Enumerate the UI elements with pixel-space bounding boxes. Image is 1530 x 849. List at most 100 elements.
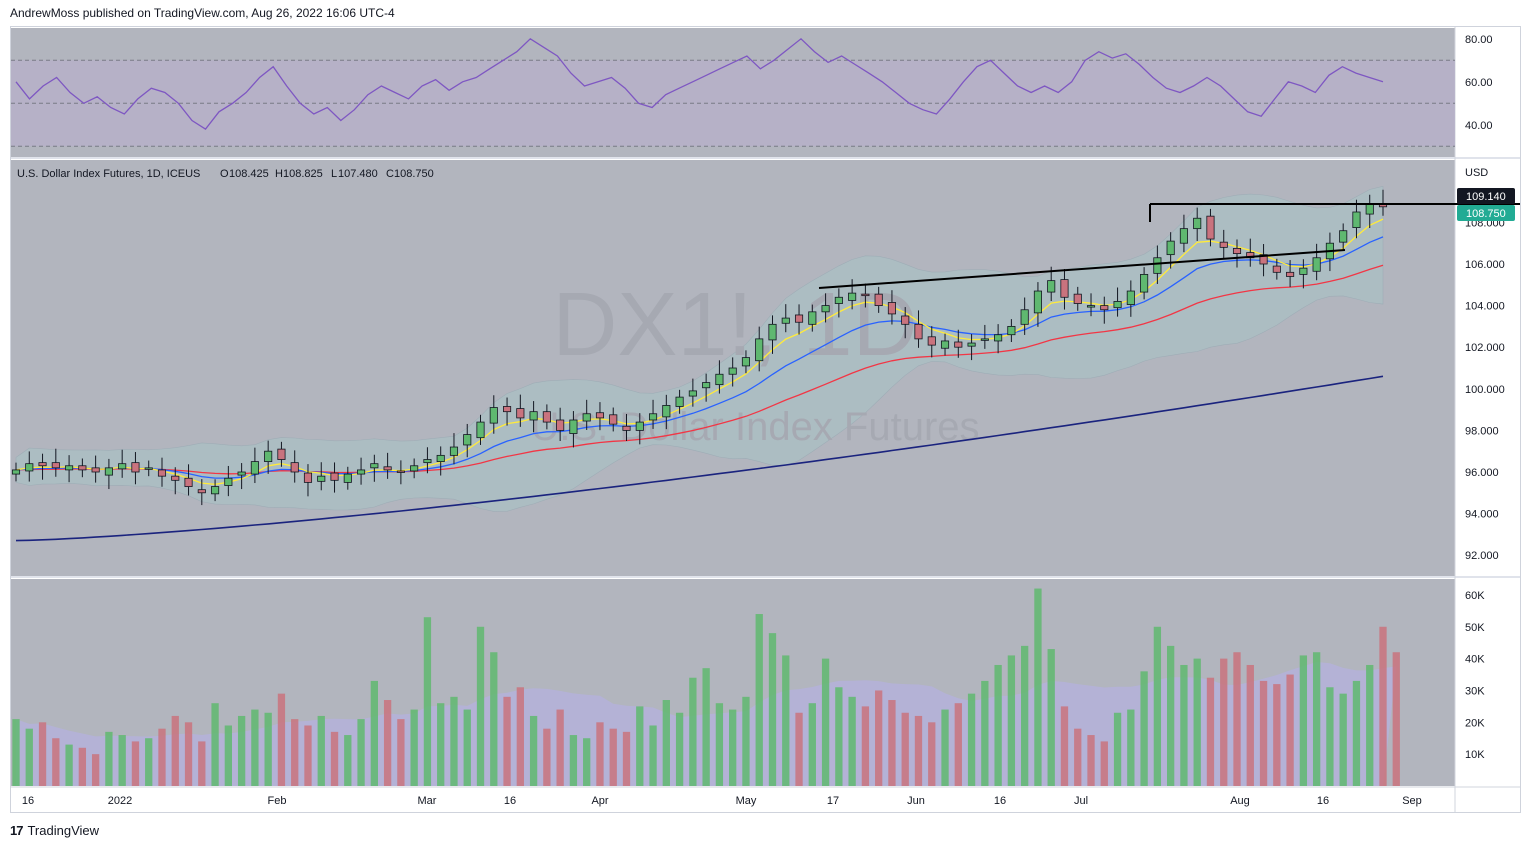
candle-body <box>303 472 313 483</box>
candle-body <box>715 373 724 386</box>
volume-bar <box>1127 709 1135 786</box>
volume-bar <box>476 626 485 786</box>
volume-bar <box>158 728 166 786</box>
tradingview-brand-label: TradingView <box>27 823 100 838</box>
candle-body <box>1007 325 1016 336</box>
price-axis-tick: 104.000 <box>1465 301 1505 313</box>
volume-bar <box>1312 652 1321 786</box>
volume-bar <box>370 680 378 786</box>
volume-bar <box>317 715 325 786</box>
candle-body <box>51 462 60 469</box>
candle-body <box>463 434 472 446</box>
candle-body <box>1312 257 1321 272</box>
price-axis-tick: 96.000 <box>1465 467 1499 479</box>
volume-bar <box>662 700 670 786</box>
candle-body <box>1153 257 1162 274</box>
candle-body <box>503 406 512 413</box>
candle-body <box>542 411 551 423</box>
candle-body <box>264 450 273 463</box>
candle-body <box>1286 271 1295 277</box>
price-axis-tick: 106.000 <box>1465 259 1505 271</box>
rsi-axis-tick: 40.00 <box>1465 120 1493 132</box>
volume-axis-tick: 20K <box>1465 717 1485 729</box>
currency-label: USD <box>1465 167 1488 179</box>
volume-bar <box>1113 712 1122 786</box>
ohlc-legend-value: C <box>386 168 394 180</box>
ma-200-line <box>15 375 1384 542</box>
candle-body <box>357 469 366 475</box>
volume-bar <box>118 735 126 786</box>
candle-body <box>529 411 538 421</box>
volume-axis-tick: 10K <box>1465 749 1485 761</box>
footer-brand[interactable]: 17 TradingView <box>10 823 99 838</box>
candle-body <box>609 414 618 425</box>
candle-body <box>104 467 113 476</box>
volume-bar <box>742 696 750 786</box>
volume-bar <box>967 693 976 786</box>
time-axis-tick: 16 <box>504 795 516 807</box>
candle-body <box>516 408 525 419</box>
candle-body <box>914 323 923 340</box>
volume-bar <box>1180 664 1188 786</box>
ohlc-legend-value: L <box>331 168 337 180</box>
volume-bar <box>450 696 458 786</box>
candle-body <box>861 293 870 297</box>
candle-body <box>78 465 87 471</box>
candle-body <box>741 357 751 367</box>
candle-body <box>1113 301 1122 309</box>
candle-body <box>38 462 47 467</box>
volume-bar <box>251 709 259 786</box>
price-axis-tick: 98.000 <box>1465 425 1499 437</box>
time-axis-tick: 16 <box>994 795 1006 807</box>
price-axis-tick: 92.000 <box>1465 550 1499 562</box>
candle-body <box>702 382 711 389</box>
volume-bar <box>914 715 923 786</box>
candle-body <box>967 342 976 347</box>
candle-body <box>662 405 671 418</box>
volume-bar <box>198 741 206 786</box>
time-axis-tick: May <box>736 795 757 807</box>
volume-bar <box>503 696 511 786</box>
candle-body <box>848 292 857 301</box>
resistance-price-label: 109.140 <box>1466 191 1506 203</box>
candle-body <box>994 334 1003 342</box>
volume-bar <box>1206 677 1215 786</box>
trendline-neckline <box>818 249 1346 289</box>
candle-body <box>1299 267 1308 275</box>
time-axis-tick: Jul <box>1074 795 1088 807</box>
volume-bar <box>211 703 219 786</box>
candle-body <box>954 341 963 348</box>
publisher-line: AndrewMoss published on TradingView.com,… <box>10 6 395 20</box>
rsi-axis-tick: 80.00 <box>1465 34 1493 46</box>
volume-bar <box>1392 652 1400 786</box>
price-title: U.S. Dollar Index Futures, 1D, ICEUS <box>17 168 200 180</box>
time-axis-tick: Jun <box>907 795 925 807</box>
candle-body <box>1047 280 1056 293</box>
candle-body <box>290 462 299 473</box>
ohlc-legend-value: 108.750 <box>394 168 434 180</box>
volume-bar <box>516 687 524 786</box>
candle-body <box>1232 247 1242 254</box>
volume-axis-tick: 40K <box>1465 654 1485 666</box>
candle-body <box>1365 203 1374 215</box>
volume-bar <box>1220 658 1228 786</box>
candle-body <box>1193 217 1202 230</box>
candle-body <box>755 338 764 362</box>
volume-axis-tick: 30K <box>1465 685 1485 697</box>
volume-bar <box>291 719 299 786</box>
candle-body <box>224 477 233 486</box>
candle-body <box>675 396 684 407</box>
time-axis-tick: Aug <box>1230 795 1250 807</box>
volume-bar <box>357 719 365 786</box>
volume-bar <box>1339 693 1347 786</box>
volume-bar <box>675 712 684 786</box>
candle-body <box>569 419 578 434</box>
candle-body <box>184 477 193 487</box>
candle-body <box>1179 228 1188 244</box>
candle-body <box>1126 290 1135 305</box>
candle-body <box>25 463 34 472</box>
ohlc-legend-value: O <box>220 168 229 180</box>
volume-bar <box>609 728 617 786</box>
volume-bar <box>1100 741 1108 786</box>
